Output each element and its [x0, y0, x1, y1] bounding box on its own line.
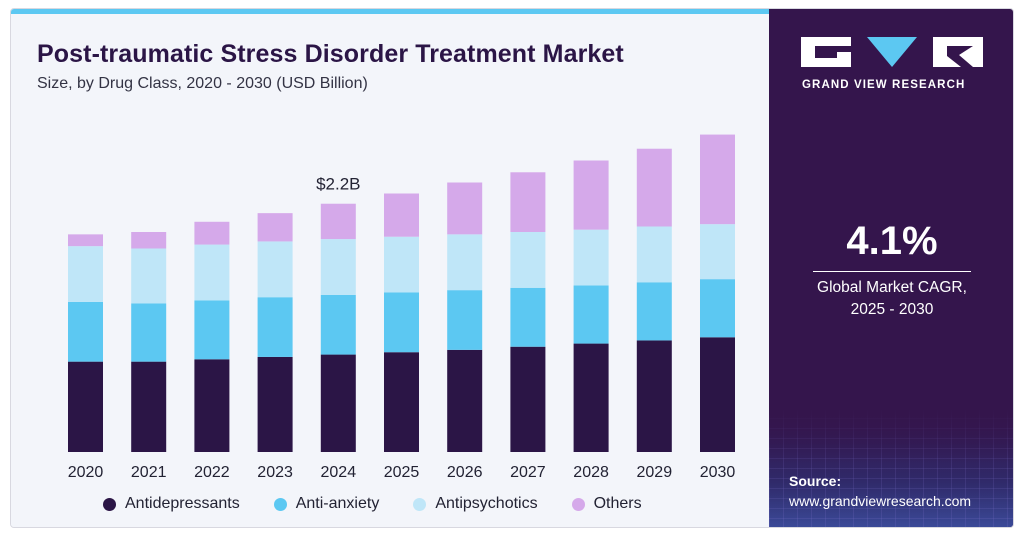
bar-antidepressants-2030 — [700, 337, 735, 452]
bar-others-2025 — [384, 193, 419, 237]
bar-antidepressants-2022 — [194, 359, 230, 452]
stacked-bar-chart: 2020 2021 2022 2023 2024 $2.2B 2025 2026 2027 202… — [68, 134, 736, 481]
bar-others-2027 — [510, 172, 546, 232]
bar-anti-anxiety-2022 — [194, 300, 230, 360]
bar-antipsychotics-2027 — [510, 232, 546, 288]
chart-subtitle: Size, by Drug Class, 2020 - 2030 (USD Bi… — [37, 75, 368, 92]
info-sidebar: GRAND VIEW RESEARCH 4.1% Global Market C… — [769, 9, 1013, 527]
bar-anti-anxiety-2029 — [636, 282, 672, 341]
bar-antidepressants-2021 — [131, 361, 167, 452]
chart-title: Post-traumatic Stress Disorder Treatment… — [37, 40, 624, 68]
bar-antidepressants-2029 — [636, 340, 672, 452]
x-tick-label-2023: 2023 — [257, 464, 293, 481]
bar-antipsychotics-2025 — [384, 236, 419, 293]
bar-antidepressants-2023 — [257, 356, 293, 452]
source-title: Source: — [789, 473, 842, 489]
bar-others-2028 — [573, 160, 609, 230]
chart-legend: Antidepressants Anti-anxiety Antipsychot… — [103, 495, 642, 513]
bar-anti-anxiety-2030 — [700, 279, 735, 338]
bar-anti-anxiety-2021 — [131, 303, 167, 362]
grand-view-research-logo-icon — [801, 37, 983, 67]
decorative-grid-fade — [769, 409, 1013, 527]
bar-antidepressants-2026 — [447, 349, 483, 452]
legend-swatch-others — [571, 497, 585, 511]
legend-swatch-anti-anxiety — [273, 497, 287, 511]
legend-item-antidepressants: Antidepressants — [103, 495, 240, 513]
bar-antipsychotics-2023 — [257, 241, 293, 298]
bar-antidepressants-2028 — [573, 343, 609, 452]
bar-others-2026 — [447, 182, 483, 235]
cagr-label: Global Market CAGR, 2025 - 2030 — [769, 277, 1013, 321]
bar-antipsychotics-2030 — [700, 224, 735, 280]
legend-label-others: Others — [593, 495, 642, 512]
x-tick-label-2027: 2027 — [510, 464, 546, 481]
x-tick-label-2030: 2030 — [700, 464, 736, 481]
bar-antipsychotics-2028 — [573, 229, 609, 286]
bar-others-2029 — [636, 148, 672, 227]
bar-antidepressants-2027 — [510, 346, 546, 452]
cagr-label-line1: Global Market CAGR, — [817, 279, 967, 296]
data-label-2024: $2.2B — [316, 175, 360, 194]
bar-anti-anxiety-2026 — [447, 290, 483, 350]
bar-others-2021 — [131, 232, 167, 249]
x-tick-label-2020: 2020 — [68, 464, 104, 481]
bar-antidepressants-2020 — [68, 361, 103, 452]
bar-others-2022 — [194, 221, 230, 245]
x-tick-label-2022: 2022 — [194, 464, 230, 481]
bar-anti-anxiety-2027 — [510, 287, 546, 347]
bar-others-2030 — [700, 134, 735, 225]
legend-label-antidepressants: Antidepressants — [125, 495, 240, 512]
bar-anti-anxiety-2023 — [257, 297, 293, 357]
cagr-label-line2: 2025 - 2030 — [850, 301, 934, 318]
bar-anti-anxiety-2020 — [68, 301, 103, 362]
cagr-divider — [813, 271, 971, 272]
bar-others-2020 — [68, 234, 103, 247]
legend-item-anti-anxiety: Anti-anxiety — [273, 495, 380, 513]
bar-antipsychotics-2021 — [131, 248, 167, 304]
bar-anti-anxiety-2024 — [320, 294, 356, 355]
cagr-value: 4.1% — [846, 219, 938, 263]
x-tick-label-2029: 2029 — [637, 464, 673, 481]
legend-item-others: Others — [571, 495, 642, 513]
bar-antipsychotics-2024 — [320, 239, 356, 295]
bar-antipsychotics-2022 — [194, 244, 230, 301]
bar-anti-anxiety-2028 — [573, 285, 609, 344]
brand-name: GRAND VIEW RESEARCH — [802, 79, 966, 91]
x-tick-label-2024: 2024 — [321, 464, 357, 481]
bar-others-2023 — [257, 213, 293, 242]
bar-antipsychotics-2020 — [68, 246, 103, 302]
legend-swatch-antipsychotics — [413, 497, 427, 511]
bar-antidepressants-2024 — [320, 354, 356, 452]
bar-antipsychotics-2026 — [447, 234, 483, 291]
legend-label-antipsychotics: Antipsychotics — [435, 495, 538, 512]
bar-antipsychotics-2029 — [636, 226, 672, 283]
legend-item-antipsychotics: Antipsychotics — [413, 495, 538, 513]
x-tick-label-2028: 2028 — [573, 464, 609, 481]
source-link[interactable]: www.grandviewresearch.com — [789, 493, 972, 509]
infographic-card: Post-traumatic Stress Disorder Treatment… — [10, 8, 1014, 528]
legend-swatch-antidepressants — [103, 497, 116, 511]
legend-label-anti-anxiety: Anti-anxiety — [295, 495, 380, 512]
x-tick-label-2026: 2026 — [447, 464, 483, 481]
x-tick-label-2025: 2025 — [384, 464, 420, 481]
bar-antidepressants-2025 — [384, 352, 419, 452]
x-tick-label-2021: 2021 — [131, 464, 167, 481]
chart-panel: Post-traumatic Stress Disorder Treatment… — [11, 9, 769, 527]
bar-others-2024 — [320, 203, 356, 240]
bar-anti-anxiety-2025 — [384, 292, 419, 353]
